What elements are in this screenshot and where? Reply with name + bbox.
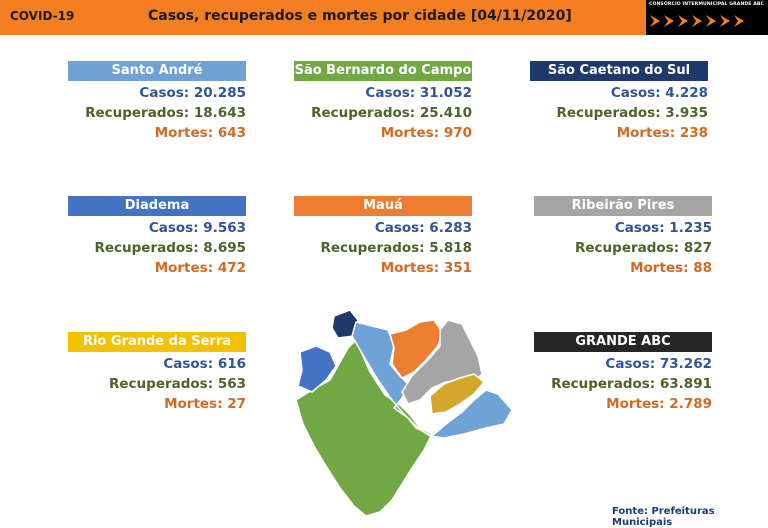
recovered-value: 563 [217, 376, 246, 392]
recovered-value: 5.818 [429, 240, 472, 256]
deaths-value: 351 [443, 260, 472, 276]
deaths-label: Mortes: [154, 260, 214, 276]
city-name: São Bernardo do Campo [294, 61, 472, 81]
recovered-label: Recuperados: [320, 240, 425, 256]
cases-value: 31.052 [419, 85, 472, 101]
deaths-label: Mortes: [606, 396, 665, 412]
map-region-diadema [297, 345, 337, 393]
deaths-value: 88 [693, 260, 712, 276]
deaths-value: 472 [217, 260, 246, 276]
city-card-rio-grande-da-serra: Rio Grande da Serra Casos: 616 Recuperad… [68, 332, 246, 414]
recovered-value: 25.410 [419, 105, 472, 121]
city-name: Diadema [68, 196, 246, 216]
recovered-label: Recuperados: [94, 240, 199, 256]
deaths-value: 27 [227, 396, 246, 412]
recovered-value: 8.695 [203, 240, 246, 256]
deaths-value: 970 [443, 125, 472, 141]
source-note: Fonte: Prefeituras Municipais [612, 506, 715, 528]
recovered-label: Recuperados: [311, 105, 416, 121]
map-region-maua [389, 319, 443, 379]
cases-label: Casos: [374, 220, 425, 236]
cases-value: 73.262 [659, 356, 712, 372]
header-bar: COVID-19 Casos, recuperados e mortes por… [0, 0, 768, 35]
map-region-santo-andre [351, 321, 513, 439]
deaths-label: Mortes: [154, 125, 214, 141]
page-title: Casos, recuperados e mortes por cidade [… [148, 8, 572, 24]
deaths-label: Mortes: [630, 260, 689, 276]
city-name: Ribeirão Pires [534, 196, 712, 216]
city-name: Mauá [294, 196, 472, 216]
cases-label: Casos: [614, 220, 665, 236]
city-name: Rio Grande da Serra [68, 332, 246, 352]
recovered-value: 3.935 [665, 105, 708, 121]
recovered-label: Recuperados: [108, 376, 214, 392]
deaths-label: Mortes: [380, 125, 440, 141]
city-name: São Caetano do Sul [530, 61, 708, 81]
cases-value: 9.563 [203, 220, 246, 236]
city-card-maua: Mauá Casos: 6.283 Recuperados: 5.818 Mor… [294, 196, 472, 278]
cases-label: Casos: [148, 220, 199, 236]
map-region-rio-grande-da-serra [429, 373, 485, 415]
cases-label: Casos: [610, 85, 661, 101]
recovered-label: Recuperados: [574, 240, 680, 256]
cases-value: 6.283 [429, 220, 472, 236]
cases-value: 4.228 [665, 85, 708, 101]
logo-arrows-icon [650, 15, 744, 27]
recovered-value: 18.643 [193, 105, 246, 121]
city-name: Santo André [68, 61, 246, 81]
deaths-value: 238 [679, 125, 708, 141]
region-map [295, 309, 513, 517]
city-card-sao-caetano: São Caetano do Sul Casos: 4.228 Recupera… [530, 61, 708, 143]
consortium-logo: CONSÓRCIO INTERMUNICIPAL GRANDE ABC [646, 0, 768, 35]
cases-label: Casos: [605, 356, 656, 372]
city-card-diadema: Diadema Casos: 9.563 Recuperados: 8.695 … [68, 196, 246, 278]
deaths-label: Mortes: [616, 125, 676, 141]
cases-label: Casos: [365, 85, 416, 101]
recovered-label: Recuperados: [551, 376, 656, 392]
map-region-ribeirao-pires [401, 319, 483, 405]
recovered-value: 827 [683, 240, 712, 256]
city-card-grande-abc: GRANDE ABC Casos: 73.262 Recuperados: 63… [534, 332, 712, 414]
cases-label: Casos: [139, 85, 190, 101]
cases-value: 616 [217, 356, 246, 372]
city-name: GRANDE ABC [534, 332, 712, 352]
deaths-label: Mortes: [164, 396, 223, 412]
cases-value: 20.285 [193, 85, 246, 101]
city-card-santo-andre: Santo André Casos: 20.285 Recuperados: 1… [68, 61, 246, 143]
cases-label: Casos: [163, 356, 214, 372]
city-card-sao-bernardo: São Bernardo do Campo Casos: 31.052 Recu… [294, 61, 472, 143]
deaths-label: Mortes: [380, 260, 440, 276]
recovered-label: Recuperados: [85, 105, 190, 121]
logo-text: CONSÓRCIO INTERMUNICIPAL GRANDE ABC [649, 2, 764, 7]
recovered-label: Recuperados: [556, 105, 661, 121]
recovered-value: 63.891 [659, 376, 712, 392]
covid-tag: COVID-19 [10, 9, 75, 23]
deaths-value: 2.789 [669, 396, 712, 412]
city-card-ribeirao-pires: Ribeirão Pires Casos: 1.235 Recuperados:… [534, 196, 712, 278]
cases-value: 1.235 [669, 220, 712, 236]
deaths-value: 643 [217, 125, 246, 141]
map-region-sao-bernardo [295, 339, 433, 517]
